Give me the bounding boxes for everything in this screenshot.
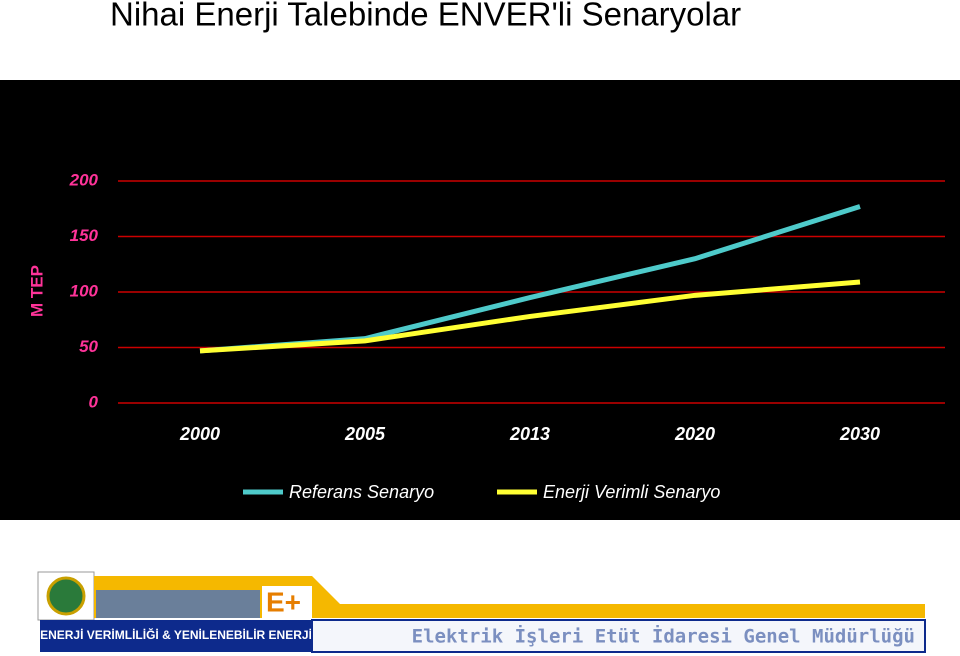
footer-left-bg [40, 620, 312, 652]
legend-label: Enerji Verimli Senaryo [543, 482, 720, 502]
legend-label: Referans Senaryo [289, 482, 434, 502]
logo-emblem [46, 576, 86, 616]
footer-right: Elektrik İşleri Etüt İdaresi Genel Müdür… [412, 624, 915, 648]
x-tick-label: 2013 [509, 424, 550, 444]
x-tick-label: 2030 [839, 424, 880, 444]
logo-mark: E+ [266, 586, 301, 617]
y-tick-label: 50 [79, 337, 98, 356]
footer-left: ENERJİ VERİMLİLİĞİ & YENİLENEBİLİR ENERJ… [40, 627, 312, 642]
logo-box [262, 586, 312, 618]
y-tick-label: 0 [89, 392, 99, 411]
footer-right-bg [311, 619, 926, 653]
photo-strip [96, 590, 260, 618]
slide-title: Nihai Enerji Talebinde ENVER'li Senaryol… [110, 0, 741, 33]
y-tick-label: 150 [70, 226, 99, 245]
y-axis-label: M TEP [27, 265, 46, 317]
x-tick-label: 2020 [674, 424, 715, 444]
x-tick-label: 2005 [344, 424, 386, 444]
series-line [199, 279, 861, 354]
chart-panel [0, 80, 960, 520]
x-tick-label: 2000 [179, 424, 220, 444]
y-tick-label: 200 [69, 170, 99, 189]
y-tick-label: 100 [70, 281, 99, 300]
